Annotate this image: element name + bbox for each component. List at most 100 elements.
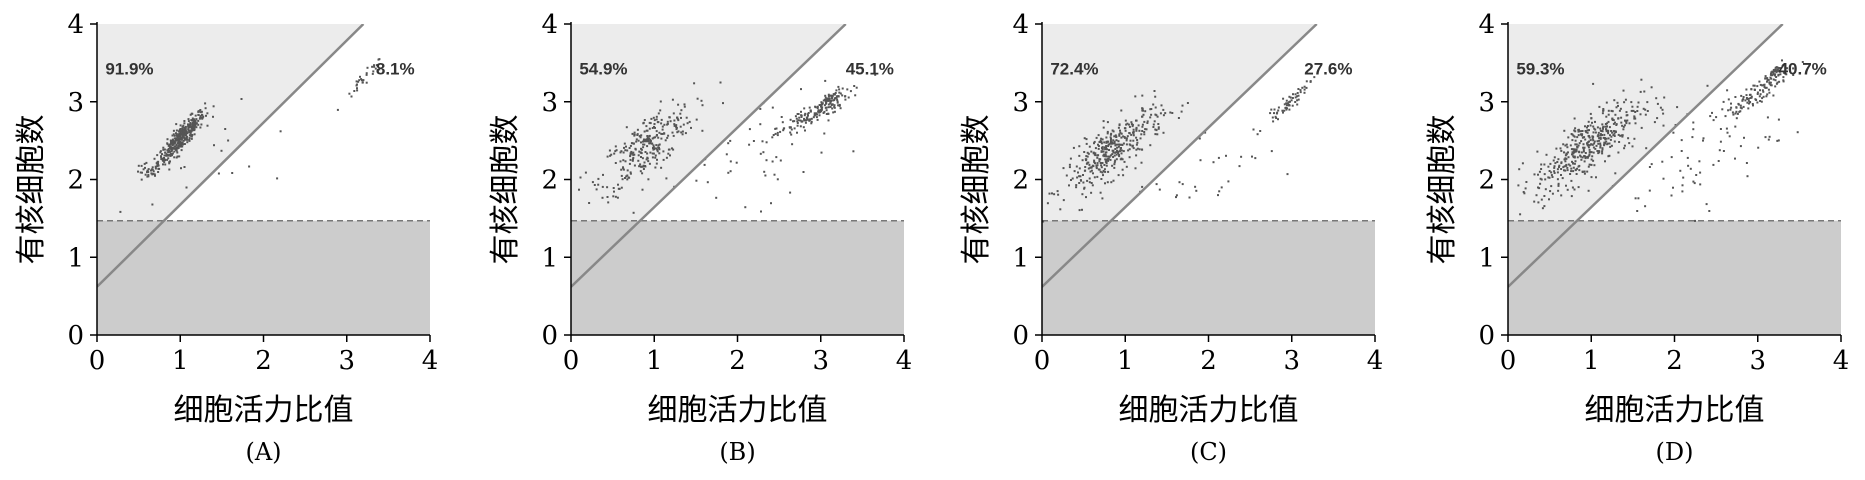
scatter-point [1596,140,1599,143]
scatter-point [1768,81,1771,84]
scatter-point [779,159,782,162]
scatter-point [662,158,665,161]
scatter-point [837,104,840,107]
scatter-point [1286,102,1289,105]
scatter-point [1164,112,1167,115]
scatter-point [1731,111,1734,114]
scatter-point [672,112,675,115]
scatter-point [642,140,644,143]
scatter-point [651,137,654,140]
scatter-point [669,120,672,123]
scatter-point [633,164,636,167]
scatter-point [1607,129,1610,132]
scatter-point [189,125,192,128]
scatter-point [1077,171,1079,174]
scatter-point [1288,95,1291,98]
scatter-point [647,138,650,141]
scatter-point [1564,160,1567,163]
scatter-point [190,137,193,140]
scatter-point [748,128,751,131]
scatter-point [1127,123,1130,126]
scatter-point [1096,175,1099,178]
scatter-point [1105,151,1108,154]
scatter-point [1557,158,1560,161]
scatter-point [182,135,184,138]
scatter-point [1135,154,1138,157]
scatter-point [183,120,186,122]
scatter-point [1112,156,1115,158]
scatter-point [188,137,191,140]
scatter-point [1607,113,1610,116]
scatter-point [1288,100,1291,103]
scatter-point [185,186,188,189]
scatter-point [1712,163,1715,166]
scatter-point [1563,129,1566,132]
scatter-point [797,119,800,122]
scatter-point [796,124,799,127]
scatter-point [1078,175,1081,178]
scatter-point [1086,179,1089,182]
scatter-point [1112,130,1115,133]
scatter-point [632,156,635,159]
scatter-point [162,163,164,166]
scatter-point [1136,141,1139,144]
scatter-point [1768,91,1771,94]
scatter-point [1114,151,1117,154]
scatter-point [654,166,657,169]
scatter-point [789,131,792,134]
scatter-point [187,118,190,121]
scatter-point [1144,110,1147,113]
scatter-point [1587,146,1590,149]
scatter-point [1766,80,1768,83]
scatter-point [623,142,626,145]
scatter-point [1078,167,1081,170]
scatter-point [1076,176,1079,179]
scatter-point [137,164,140,167]
scatter-point [803,117,805,120]
scatter-point [1563,169,1565,172]
scatter-point [1095,167,1098,170]
scatter-point [279,130,282,133]
scatter-point [191,119,194,122]
scatter-point [640,165,643,168]
scatter-point [642,168,645,170]
scatter-point [659,109,662,112]
x-tick-label: 4 [1367,346,1384,376]
scatter-point [1782,71,1785,74]
scatter-point [1577,186,1580,189]
scatter-point [1144,128,1147,131]
scatter-point [1277,109,1280,112]
scatter-point [1107,157,1110,160]
scatter-point [1776,66,1779,69]
scatter-point [1588,148,1591,151]
scatter-point [1575,173,1578,175]
scatter-point [1068,166,1071,169]
scatter-point [1102,150,1105,153]
scatter-point [1625,111,1628,114]
scatter-point [643,143,646,146]
scatter-point [1122,142,1125,145]
scatter-point [1071,177,1074,180]
scatter-point [1627,137,1630,140]
scatter-point [642,146,645,149]
scatter-point [1778,80,1781,83]
scatter-point [1100,137,1103,140]
scatter-point [827,119,830,122]
scatter-point [1599,133,1602,136]
scatter-point [1761,84,1764,87]
scatter-point [1100,142,1103,145]
scatter-point [1105,160,1108,163]
scatter-point [1727,98,1730,101]
scatter-point [1119,148,1122,151]
gate-line [571,24,847,288]
scatter-point [632,158,634,161]
scatter-point [806,117,809,120]
scatter-point [637,159,640,162]
scatter-point [673,123,676,126]
scatter-point [1634,111,1637,113]
scatter-point [169,153,172,156]
scatter-point [825,109,828,112]
scatter-point [197,113,200,116]
scatter-point [1120,149,1123,152]
scatter-point [1119,131,1122,134]
